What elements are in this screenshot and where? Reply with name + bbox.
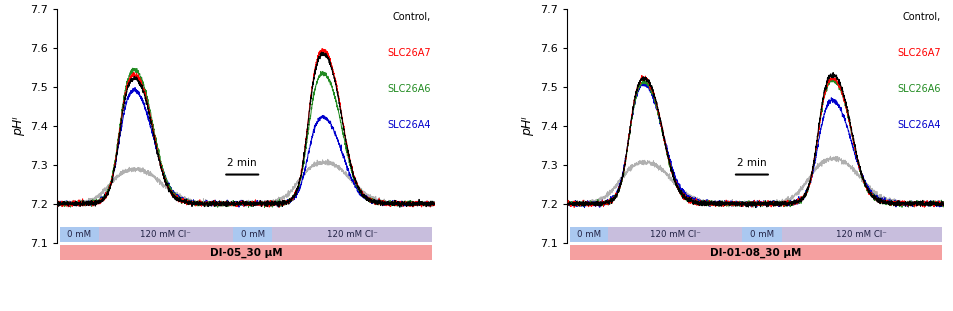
Text: 120 mM Cl⁻: 120 mM Cl⁻: [649, 230, 700, 239]
Text: SLC26A4: SLC26A4: [896, 120, 940, 130]
Text: SLC26A4: SLC26A4: [387, 120, 431, 130]
Bar: [569, 227, 608, 242]
Text: 2 min: 2 min: [227, 158, 256, 168]
Bar: [99, 227, 233, 242]
Text: 120 mM Cl⁻: 120 mM Cl⁻: [140, 230, 191, 239]
Text: Control,: Control,: [393, 12, 431, 22]
Text: DI-01-08_30 μM: DI-01-08_30 μM: [709, 248, 801, 258]
Text: 120 mM Cl⁻: 120 mM Cl⁻: [836, 230, 886, 239]
Bar: [569, 245, 941, 260]
Text: Control,: Control,: [902, 12, 940, 22]
Y-axis label: pHᴵ: pHᴵ: [11, 116, 25, 136]
Text: 120 mM Cl⁻: 120 mM Cl⁻: [327, 230, 377, 239]
Text: 2 min: 2 min: [737, 158, 766, 168]
Text: 0 mM: 0 mM: [749, 230, 774, 239]
Bar: [781, 227, 941, 242]
Bar: [273, 227, 432, 242]
Bar: [741, 227, 781, 242]
Text: SLC26A6: SLC26A6: [387, 84, 431, 94]
Text: SLC26A6: SLC26A6: [896, 84, 940, 94]
Y-axis label: pHᴵ: pHᴵ: [521, 116, 534, 136]
Text: 0 mM: 0 mM: [577, 230, 600, 239]
Text: SLC26A7: SLC26A7: [387, 48, 431, 58]
Bar: [60, 245, 432, 260]
Text: DI-05_30 μM: DI-05_30 μM: [210, 248, 282, 258]
Text: 0 mM: 0 mM: [68, 230, 91, 239]
Bar: [608, 227, 741, 242]
Bar: [233, 227, 273, 242]
Text: SLC26A7: SLC26A7: [896, 48, 940, 58]
Text: 0 mM: 0 mM: [240, 230, 264, 239]
Bar: [60, 227, 99, 242]
